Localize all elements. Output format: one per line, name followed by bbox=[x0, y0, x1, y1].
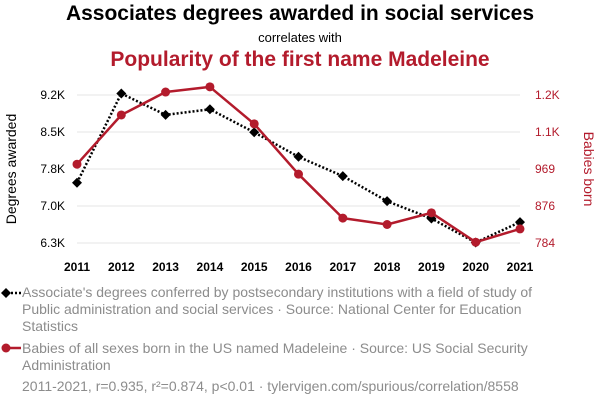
y-right-axis-label: Babies born bbox=[581, 132, 597, 207]
data-point-madeleine bbox=[72, 159, 82, 169]
data-point-degrees bbox=[204, 104, 215, 115]
data-point-madeleine bbox=[426, 208, 436, 218]
chart-title: Associates degrees awarded in social ser… bbox=[65, 2, 535, 25]
x-tick-label: 2020 bbox=[462, 260, 489, 274]
data-point-madeleine bbox=[294, 169, 303, 179]
data-point-degrees bbox=[249, 127, 260, 138]
data-point-madeleine bbox=[205, 82, 215, 92]
legend-entry-degrees: Associate's degrees conferred by postsec… bbox=[22, 284, 533, 334]
series-line-1 bbox=[76, 85, 521, 244]
x-tick-label: 2014 bbox=[197, 260, 224, 274]
data-point-madeleine bbox=[382, 220, 392, 229]
x-tick-label: 2015 bbox=[241, 260, 268, 274]
y-right-tick-label: 1.2K bbox=[535, 88, 560, 102]
y-left-tick-label: 6.3K bbox=[40, 236, 65, 250]
y-right-tick-label: 969 bbox=[535, 162, 555, 176]
data-point-madeleine bbox=[471, 237, 481, 247]
y-right-tick-label: 784 bbox=[535, 236, 555, 250]
footer-stats: 2011-2021, r=0.935, r²=0.874, p<0.01 · t… bbox=[22, 378, 519, 394]
data-point-madeleine bbox=[515, 224, 525, 234]
data-point-degrees bbox=[116, 88, 127, 99]
x-tick-label: 2016 bbox=[285, 260, 312, 274]
y-left-tick-label: 7.8K bbox=[40, 162, 65, 176]
data-point-degrees bbox=[337, 171, 348, 182]
x-tick-label: 2021 bbox=[507, 260, 534, 274]
data-point-degrees bbox=[382, 196, 393, 207]
x-tick-label: 2011 bbox=[64, 260, 90, 274]
y-left-tick-label: 9.2K bbox=[40, 88, 65, 102]
x-tick-label: 2017 bbox=[329, 260, 356, 274]
y-right-tick-label: 1.1K bbox=[535, 125, 560, 139]
y-left-axis-label: Degrees awarded bbox=[3, 114, 19, 225]
x-tick-label: 2018 bbox=[374, 260, 401, 274]
x-tick-label: 2013 bbox=[152, 260, 179, 274]
y-right-tick-label: 876 bbox=[535, 199, 555, 213]
legend-marker-madeleine bbox=[1, 343, 11, 353]
data-point-degrees bbox=[72, 177, 82, 188]
data-point-degrees bbox=[293, 151, 304, 162]
y-left-tick-label: 8.5K bbox=[40, 125, 65, 139]
series-line-0 bbox=[75, 92, 521, 244]
data-point-madeleine bbox=[338, 213, 348, 223]
chart-subtitle: correlates with bbox=[258, 30, 342, 45]
chart-title-secondary: Popularity of the first name Madeleine bbox=[110, 48, 490, 71]
data-point-madeleine bbox=[116, 110, 126, 120]
y-left-tick-label: 7.0K bbox=[40, 199, 65, 213]
data-point-madeleine bbox=[249, 119, 259, 129]
legend-marker-degrees bbox=[1, 288, 11, 298]
data-point-degrees bbox=[160, 109, 171, 120]
x-tick-label: 2019 bbox=[418, 260, 445, 274]
legend-entry-madeleine: Babies of all sexes born in the US named… bbox=[22, 340, 528, 373]
x-tick-label: 2012 bbox=[108, 260, 135, 274]
data-point-degrees bbox=[515, 217, 525, 228]
data-point-madeleine bbox=[161, 87, 171, 97]
